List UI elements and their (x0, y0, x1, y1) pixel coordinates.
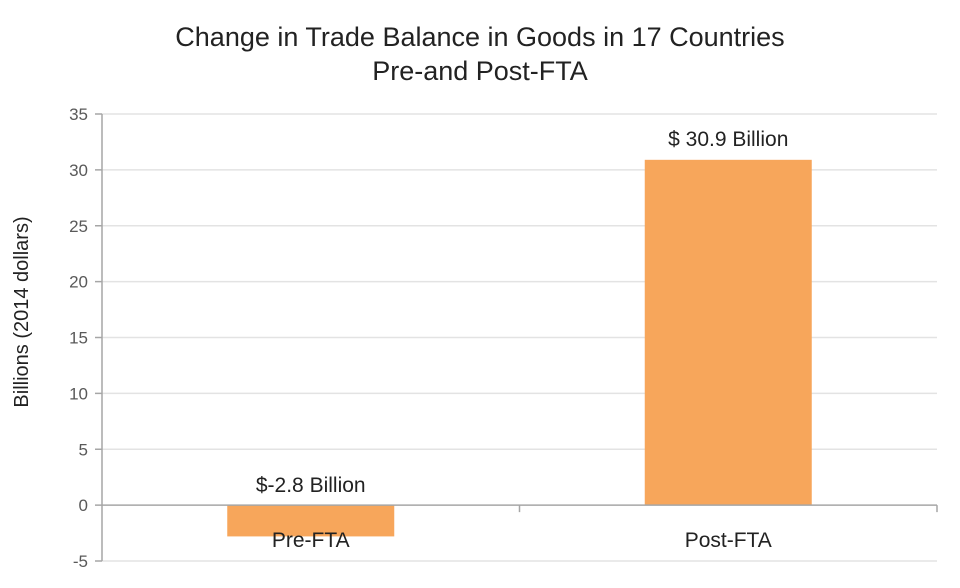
data-label: $ 30.9 Billion (668, 128, 788, 151)
bar-post-fta (644, 159, 812, 506)
y-tick-label: 5 (79, 440, 88, 459)
y-axis-label: Billions (2014 dollars) (11, 216, 33, 407)
y-tick-label: 35 (69, 105, 88, 124)
y-tick-label: 0 (79, 496, 88, 515)
gridlines (102, 113, 937, 562)
labels: $-2.8 Billion Pre-FTA $ 30.9 Billion Post-F… (256, 128, 788, 552)
x-category-label: Post-FTA (685, 529, 772, 552)
x-category-label: Pre-FTA (272, 529, 350, 552)
data-label: $-2.8 Billion (256, 474, 366, 497)
axes (95, 113, 938, 562)
y-tick-label: -5 (73, 552, 88, 571)
chart-title: Change in Trade Balance in Goods in 17 C… (175, 22, 784, 52)
y-tick-label: 20 (69, 273, 88, 292)
bar-pre-fta (227, 505, 395, 537)
bars (227, 159, 812, 537)
y-tick-label: 25 (69, 217, 88, 236)
y-tick-label: 10 (69, 384, 88, 403)
y-tick-label: 15 (69, 329, 88, 348)
y-tick-label: 30 (69, 161, 88, 180)
y-tick-labels: -5 0 5 10 15 20 25 30 35 (69, 105, 88, 571)
chart-subtitle: Pre-and Post-FTA (372, 56, 588, 86)
